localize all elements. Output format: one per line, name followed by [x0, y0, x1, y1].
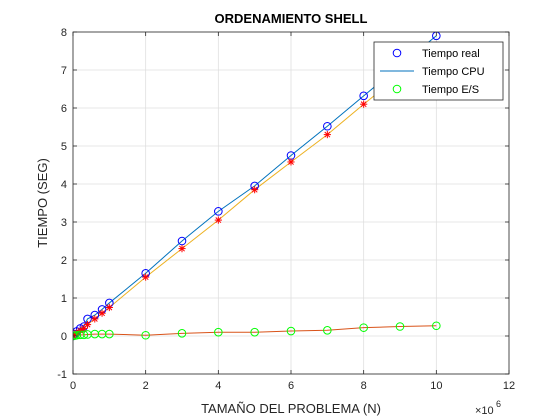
star-stroke [142, 274, 149, 281]
x-exponent-power: 6 [496, 399, 501, 409]
data-point-tiempo-real [323, 121, 332, 131]
data-point-tiempo-e-s [286, 326, 296, 336]
star-stroke [251, 186, 258, 193]
data-point-tiempo-e-s [141, 330, 150, 340]
data-point-tiempo-cpu [251, 186, 259, 194]
y-tick-label: 2 [61, 255, 67, 267]
data-point-tiempo-e-s [359, 323, 368, 332]
star-stroke [288, 159, 294, 165]
y-tick-label: 3 [61, 217, 67, 229]
star-stroke [91, 315, 98, 322]
series-layer [73, 32, 441, 341]
data-point-tiempo-e-s [432, 321, 441, 331]
legend-marker-tiempo-real [392, 48, 402, 58]
data-point-tiempo-e-s [105, 329, 114, 339]
data-point-tiempo-real [359, 91, 368, 101]
star-stroke [215, 217, 222, 224]
data-point-tiempo-real [214, 207, 223, 216]
star-stroke [179, 245, 185, 252]
x-tick-label: 8 [361, 380, 367, 392]
data-point-tiempo-cpu [287, 158, 295, 166]
data-point-tiempo-real [177, 236, 187, 246]
x-tick-label: 12 [503, 380, 515, 392]
x-tick-label: 2 [143, 380, 149, 392]
star-stroke [324, 131, 331, 138]
data-point-tiempo-cpu [83, 321, 92, 329]
y-tick-label: 1 [61, 293, 67, 305]
y-tick-label: 6 [61, 103, 67, 115]
data-point-tiempo-e-s [250, 327, 259, 337]
chart-title: ORDENAMIENTO SHELL [215, 11, 368, 26]
star-stroke [99, 310, 106, 317]
x-tick-label: 6 [288, 380, 294, 392]
star-stroke [84, 321, 91, 328]
legend-label-tiempo-real: Tiempo real [422, 48, 480, 60]
legend-label-tiempo-cpu: Tiempo CPU [422, 66, 485, 78]
data-point-tiempo-e-s [395, 322, 405, 331]
y-tick-label: 8 [61, 27, 67, 39]
data-point-tiempo-cpu [178, 245, 186, 253]
x-exponent-base: ×10 [475, 405, 494, 417]
x-tick-label: 0 [70, 380, 76, 392]
y-tick-label: 7 [61, 65, 67, 77]
data-point-tiempo-e-s [214, 327, 223, 337]
legend: Tiempo real Tiempo CPU Tiempo E/S [373, 41, 504, 101]
data-point-tiempo-cpu [142, 273, 150, 281]
y-tick-label: 5 [61, 141, 67, 153]
data-point-tiempo-e-s [79, 330, 89, 340]
data-point-tiempo-cpu [91, 315, 99, 323]
y-tick-label: 0 [61, 331, 67, 343]
data-point-tiempo-cpu [323, 131, 331, 139]
star-stroke [360, 101, 367, 108]
y-axis-title: TIEMPO (SEG) [35, 158, 50, 248]
data-point-tiempo-cpu [214, 216, 222, 224]
star-stroke [106, 304, 113, 311]
data-point-tiempo-e-s [323, 326, 332, 335]
legend-marker-tiempo-es [392, 84, 402, 94]
y-tick-label: 4 [61, 179, 67, 191]
data-point-tiempo-cpu [105, 303, 113, 312]
x-tick-label: 4 [215, 380, 221, 392]
data-point-tiempo-real [432, 32, 441, 41]
y-tick-label: -1 [57, 369, 67, 381]
x-tick-label: 10 [430, 380, 442, 392]
data-point-tiempo-cpu [360, 100, 368, 108]
data-point-tiempo-e-s [177, 329, 187, 338]
legend-label-tiempo-es: Tiempo E/S [422, 84, 479, 96]
x-axis-title: TAMAÑO DEL PROBLEMA (N) [201, 401, 381, 416]
legend-box [373, 41, 504, 101]
data-point-tiempo-cpu [98, 309, 106, 317]
